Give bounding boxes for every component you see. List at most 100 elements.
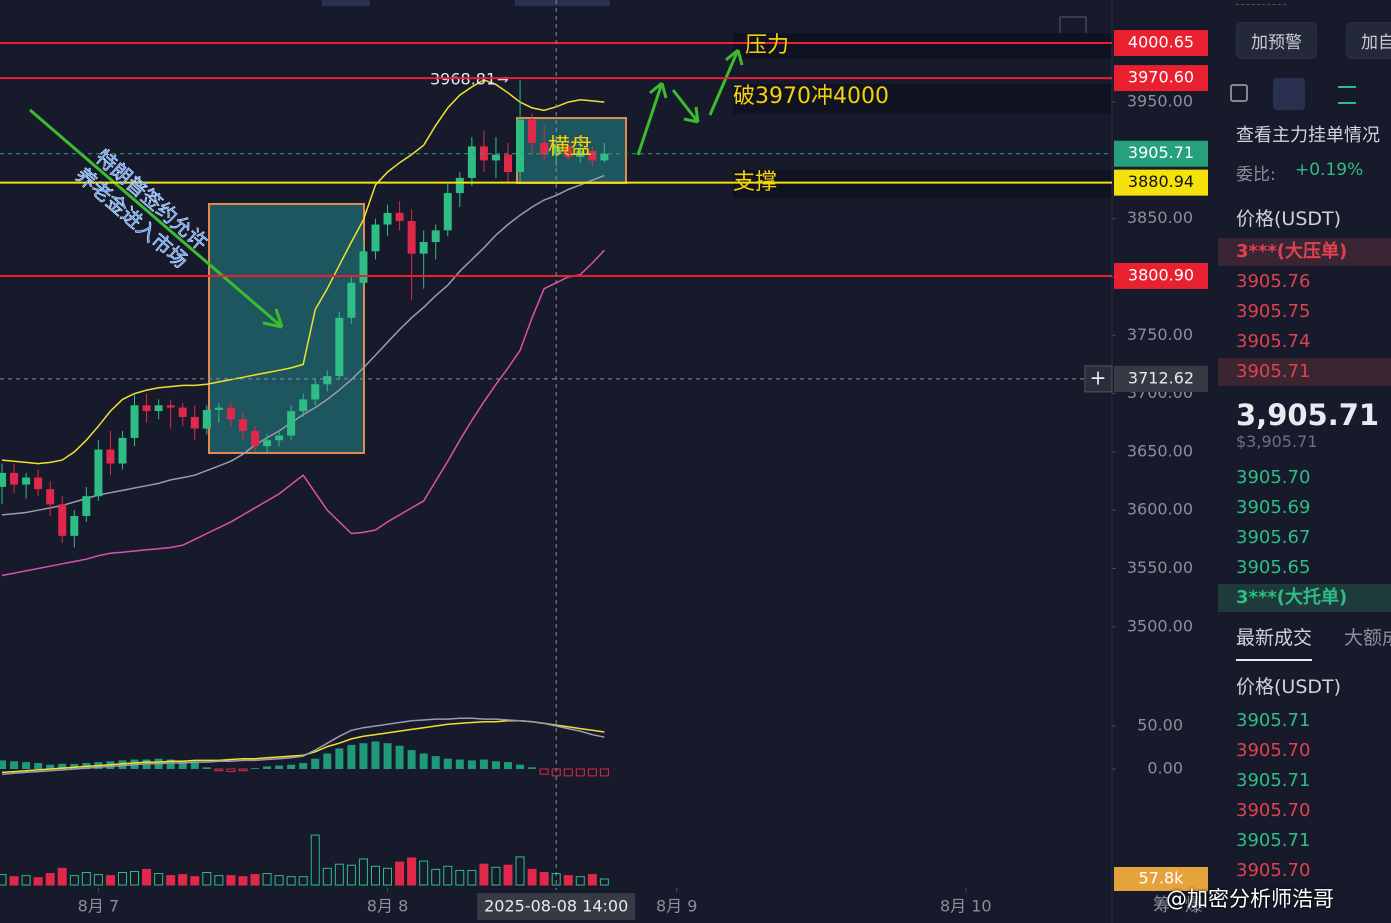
last-price: 3,905.71 (1236, 398, 1380, 432)
volume-bar (142, 868, 152, 886)
ask-row: 3905.75 (1236, 301, 1311, 322)
macd-bar (575, 768, 585, 777)
candle-body (407, 221, 416, 254)
candle-body (178, 407, 187, 417)
candle-body (226, 407, 235, 420)
macd-bar (455, 759, 464, 770)
macd-bar (214, 768, 224, 772)
annotation: 横盘 (548, 135, 592, 160)
side-panel: 加预警 加自 查看主力挂单情况 委比: +0.19% 价格(USDT) 3,90… (1218, 0, 1391, 923)
y-tick-label: 3850.00 (1127, 208, 1193, 227)
volume-bar (274, 875, 284, 886)
volume-bar (479, 863, 489, 886)
y-tick-label: 3750.00 (1127, 325, 1193, 344)
volume-bar (587, 874, 597, 886)
tab-marker (322, 0, 370, 6)
volume-bar (262, 873, 272, 886)
annotation: 破3970冲4000 (733, 84, 889, 109)
volume-bar (250, 874, 260, 886)
macd-bar (539, 768, 549, 775)
button[interactable]: 加自 (1346, 22, 1391, 59)
bid-row: 3905.70 (1236, 467, 1311, 488)
icon[interactable] (1338, 86, 1356, 104)
arrow (708, 48, 744, 116)
candle-body (323, 376, 332, 385)
annotation: 压力 (745, 33, 789, 58)
macd-bar (190, 761, 199, 770)
macd-bar (587, 768, 597, 777)
candle-body (154, 405, 163, 412)
candle-body (588, 151, 597, 161)
volume-bar (214, 875, 224, 886)
trade-row: 3905.70 (1236, 860, 1311, 881)
price-tag (1114, 262, 1208, 289)
volume-bar (383, 867, 393, 886)
chart: 3500.003550.003600.003650.003700.003750.… (0, 0, 1208, 923)
price-tag-label: 3970.60 (1128, 68, 1194, 87)
volume-bar (455, 869, 465, 886)
icon[interactable] (1230, 84, 1248, 102)
icon[interactable] (1273, 78, 1305, 110)
band-line (1, 249, 605, 577)
volume-bar (33, 877, 43, 886)
macd-bar (118, 760, 127, 770)
macd-line (1, 717, 605, 775)
ask-row: 3905.71 (1218, 358, 1391, 386)
candle-body (347, 282, 356, 318)
macd-bar (443, 758, 452, 770)
volume-bar (503, 864, 513, 886)
price-tag (1114, 140, 1208, 167)
tab[interactable]: 大额成交 (1344, 627, 1391, 649)
macd-bar (311, 758, 320, 770)
tab[interactable]: 最新成交 (1236, 623, 1313, 661)
button[interactable]: 加预警 (1236, 22, 1317, 59)
candle-body (106, 449, 115, 464)
candle-body (166, 405, 175, 408)
macd-bar (287, 764, 296, 770)
volume-bar (515, 856, 525, 886)
ask-row: 3905.76 (1236, 271, 1311, 292)
macd-bar (371, 741, 380, 770)
macd-bar (70, 763, 79, 770)
price-tag-label: 4000.65 (1128, 33, 1194, 52)
macd-bar (22, 762, 31, 770)
candle-body (82, 496, 91, 517)
volume-bar (407, 857, 417, 886)
depth-title[interactable]: 查看主力挂单情况 (1236, 125, 1380, 146)
macd-bar (395, 745, 404, 770)
macd-bar (323, 753, 332, 770)
candle-body (467, 146, 476, 178)
macd-bar (467, 760, 476, 770)
crosshair-x-label: 2025-08-08 14:00 (484, 897, 628, 916)
volume-bar (431, 868, 441, 886)
volume-bar (563, 875, 573, 886)
volume-bar (166, 875, 176, 886)
macd-bar (383, 743, 392, 770)
candle-body (94, 449, 103, 497)
macd-bar (431, 756, 440, 770)
trade-row: 3905.71 (1236, 830, 1311, 851)
candle-body (540, 142, 549, 155)
candle-body (275, 435, 284, 441)
volume-bar (298, 876, 308, 886)
volume-tag-label: 57.8k (1139, 868, 1185, 887)
candle-body (299, 399, 308, 412)
volume-bar (69, 875, 79, 886)
candle-body (190, 416, 199, 429)
macd-bar (166, 759, 175, 770)
volume-bar (467, 869, 477, 886)
macd-bar (335, 748, 344, 770)
bid-row: 3905.67 (1236, 527, 1311, 548)
volume-bar (0, 874, 7, 886)
candle-body (287, 411, 296, 436)
x-tick-label: 8月 7 (78, 897, 119, 916)
x-tick-label: 8月 8 (367, 897, 408, 916)
tab-marker (515, 0, 610, 6)
volume-bar (57, 867, 67, 886)
candle-body (371, 224, 380, 252)
price-header: 价格(USDT) (1236, 208, 1342, 230)
candle-body (576, 151, 585, 157)
macd-line (1, 720, 605, 774)
macd-bar (599, 768, 609, 777)
